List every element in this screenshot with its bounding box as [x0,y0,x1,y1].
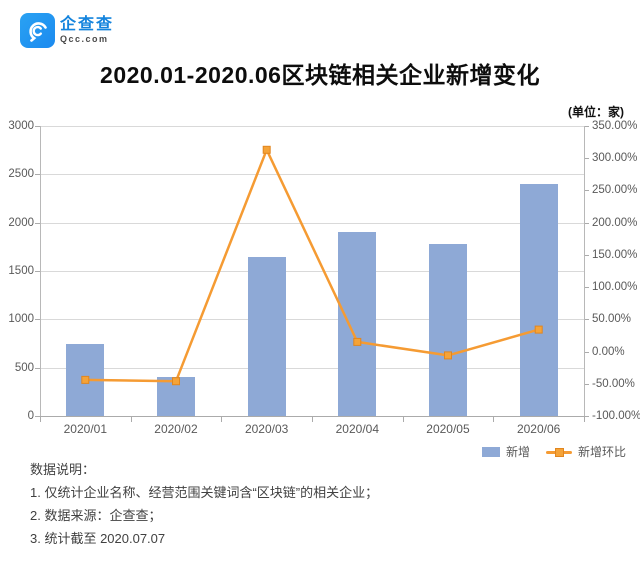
bar [247,256,286,416]
h-gridline [40,222,584,224]
right-axis-tick-label: 200.00% [592,216,638,229]
left-axis-tick [35,416,40,417]
x-axis-label: 2020/03 [244,422,289,436]
data-notes: 数据说明： 1. 仅统计企业名称、经营范围关键词含“区块链”的相关企业； 2. … [30,458,378,550]
right-axis-tick [584,190,589,192]
note-line: 1. 仅统计企业名称、经营范围关键词含“区块链”的相关企业； [30,485,379,500]
right-axis-tick-label: 100.00% [592,281,638,294]
h-gridline [40,319,584,321]
left-axis-tick [35,174,40,176]
line-marker [81,375,90,384]
right-axis-tick [584,383,589,385]
qcc-logo-icon [20,13,55,48]
line-marker [444,351,452,360]
right-axis-tick-label: -100.00% [592,410,640,422]
left-axis-tick [35,367,40,369]
bar-legend-label: 新增 [505,445,530,459]
left-axis-tick [35,319,40,321]
bar [429,243,467,416]
bar [338,232,377,416]
x-axis-label: 2020/06 [516,422,561,436]
right-axis-tick-label: 50.00% [592,313,632,326]
h-gridline [40,174,584,176]
notes-heading: 数据说明： [30,462,96,477]
brand-name: 企查查 [60,16,115,33]
line-marker [262,145,271,154]
right-axis-tick-label: -50.00% [592,377,635,390]
right-axis-tick [584,287,589,289]
x-axis-line [40,416,585,417]
x-axis-label: 2020/05 [426,422,470,436]
note-line: 2. 数据来源：企查查； [30,508,162,523]
chart-legend: 新增 新增环比 [481,443,626,460]
chart-title: 2020.01-2020.06区块链相关企业新增变化 [100,62,540,88]
right-axis-tick [584,222,589,224]
line-marker [353,337,362,346]
bar [519,184,558,416]
x-axis-tick [493,417,495,422]
right-axis-tick-label: 0.00% [592,345,625,358]
brand-header: 企查查 Qcc.com [20,13,114,48]
left-axis-tick-label: 3000 [8,120,34,132]
y-axis-left-line [40,126,41,416]
right-axis-tick-label: 300.00% [592,152,638,165]
brand-text: 企查查 Qcc.com [60,16,114,45]
left-axis-tick [35,126,40,127]
right-axis-tick-label: 350.00% [592,120,638,132]
x-axis-tick [130,417,132,422]
x-axis-label: 2020/01 [63,422,108,436]
left-axis-tick [35,222,40,224]
x-axis-label: 2020/02 [154,422,198,436]
left-axis-tick-label: 0 [27,410,34,422]
right-axis-tick-label: 250.00% [592,184,638,197]
line-legend-label: 新增环比 [577,445,626,459]
right-axis-tick [584,351,589,353]
left-axis-tick-label: 500 [14,361,34,374]
right-axis-tick [584,319,589,321]
line-path [85,148,540,383]
line-legend-sample [545,447,572,457]
h-gridline [40,271,584,272]
left-axis-tick-label: 1500 [8,265,34,277]
right-axis-tick-label: 150.00% [592,248,638,261]
note-line: 3. 统计截至 2020.07.07 [30,531,166,546]
y-axis-right-line [584,126,585,416]
left-axis-tick-label: 1000 [8,313,34,326]
h-gridline [40,126,584,127]
qcc-logo-glyph [28,21,47,42]
right-axis-tick [584,126,589,127]
right-axis-tick [584,158,589,160]
x-axis-tick [221,417,223,422]
bar-legend-swatch [481,446,500,457]
line-marker [534,325,543,334]
x-axis-tick [312,417,313,422]
right-axis-tick [584,416,589,417]
x-axis-tick [402,417,404,422]
left-axis-tick-label: 2000 [8,216,34,229]
left-axis-tick-label: 2500 [8,168,34,181]
h-gridline [40,367,584,369]
line-series [81,145,543,386]
x-axis-label: 2020/04 [335,422,380,436]
brand-domain: Qcc.com [60,34,109,44]
x-axis-tick [584,417,585,422]
unit-label: (单位：家) [568,105,624,119]
x-axis-tick [40,417,41,422]
right-axis-tick [584,254,589,256]
left-axis-tick [35,271,40,272]
line-marker [172,377,180,386]
